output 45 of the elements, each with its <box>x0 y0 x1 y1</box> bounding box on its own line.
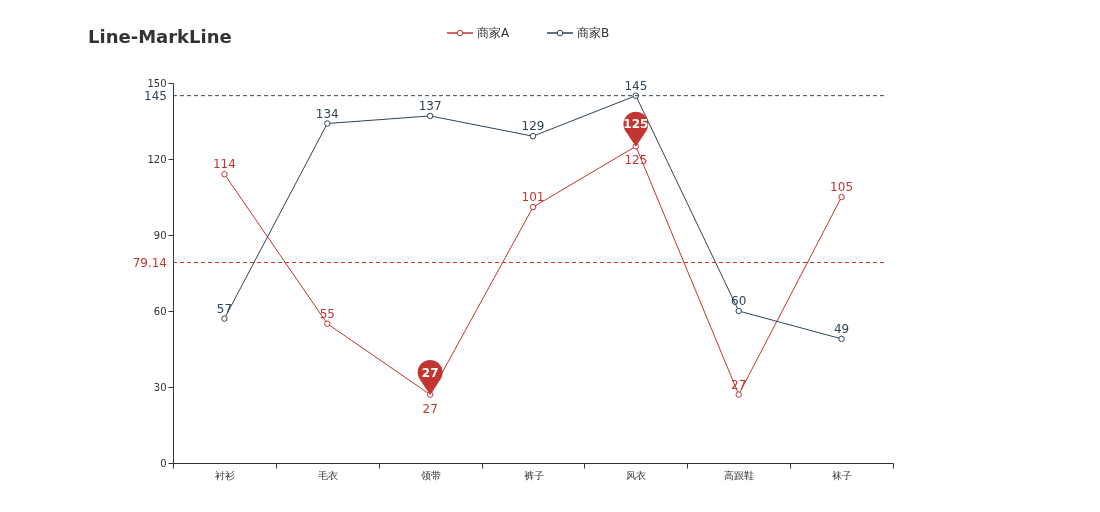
point <box>838 193 845 201</box>
point <box>221 170 228 178</box>
data-label: 145 <box>624 78 648 93</box>
point <box>426 112 434 120</box>
point <box>221 315 228 322</box>
point <box>324 120 331 127</box>
x-tick-label: 毛衣 <box>317 469 338 481</box>
y-tick-label: 60 <box>153 305 167 317</box>
x-tick-label: 领带 <box>420 469 441 481</box>
y-tick-label: 150 <box>147 77 167 89</box>
point <box>529 132 537 140</box>
point <box>529 203 537 211</box>
x-tick-label: 裤子 <box>523 469 544 481</box>
point <box>426 391 434 398</box>
data-label: 101 <box>521 190 545 205</box>
x-tick-label: 袜子 <box>832 469 853 481</box>
data-label: 105 <box>830 180 854 194</box>
y-tick-label: 120 <box>147 153 167 165</box>
annotation: 125 <box>623 117 649 132</box>
point <box>324 320 331 327</box>
legend-label: 商家B <box>577 26 610 40</box>
x-tick-label: 高跟鞋 <box>724 469 755 481</box>
data-label: 55 <box>319 306 335 321</box>
y-tick-label: 0 <box>160 457 167 469</box>
data-label: 27 <box>422 401 438 416</box>
data-label: 137 <box>418 98 442 113</box>
data-label: 49 <box>833 321 850 336</box>
ref-line-label: 145 <box>144 88 167 103</box>
x-tick-label: 风衣 <box>626 469 647 481</box>
point <box>735 307 742 315</box>
y-tick-label: 30 <box>153 381 167 393</box>
data-label: 129 <box>521 119 545 134</box>
data-label: 114 <box>212 157 236 172</box>
ref-line-label: 79.14 <box>132 255 167 270</box>
legend-label: 商家A <box>477 26 510 40</box>
annotation: 27 <box>421 365 439 380</box>
y-tick-label: 90 <box>153 229 167 241</box>
point <box>735 391 742 398</box>
data-label: 134 <box>315 106 339 121</box>
point <box>632 143 640 150</box>
point <box>632 92 640 99</box>
chart-title: Line-MarkLine <box>88 26 232 47</box>
x-tick-label: 衬衫 <box>214 469 235 481</box>
data-label: 125 <box>624 153 648 168</box>
point <box>838 335 845 343</box>
